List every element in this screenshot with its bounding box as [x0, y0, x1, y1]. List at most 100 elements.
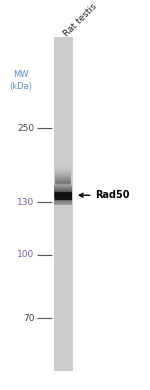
Bar — [54, 197, 73, 201]
Bar — [54, 347, 73, 351]
Bar — [54, 127, 73, 131]
Bar — [54, 330, 73, 334]
Bar — [54, 170, 73, 174]
Bar — [55, 168, 71, 171]
Bar — [55, 165, 71, 168]
Bar — [55, 191, 72, 200]
Bar — [55, 194, 71, 197]
Bar — [55, 179, 71, 182]
Bar — [54, 240, 73, 244]
Bar — [54, 273, 73, 277]
Text: 70: 70 — [23, 314, 34, 323]
Bar — [54, 260, 73, 264]
Bar — [55, 165, 71, 167]
Bar — [54, 191, 72, 192]
Bar — [54, 203, 72, 204]
Bar — [54, 147, 73, 151]
Bar — [54, 234, 73, 238]
Text: 100: 100 — [17, 250, 34, 259]
Text: 130: 130 — [17, 198, 34, 207]
Bar — [54, 201, 72, 202]
Bar — [54, 202, 72, 203]
Bar — [54, 317, 73, 321]
Bar — [54, 193, 72, 194]
Bar — [54, 326, 73, 331]
Bar — [54, 210, 73, 214]
Bar — [54, 204, 72, 205]
Bar — [54, 74, 73, 78]
Bar — [54, 174, 73, 177]
Bar — [54, 188, 72, 189]
Bar — [54, 37, 73, 41]
Bar — [54, 144, 73, 148]
Bar — [54, 190, 73, 194]
Bar — [54, 360, 73, 364]
Bar — [55, 172, 71, 176]
Bar — [55, 167, 71, 169]
Bar — [54, 110, 73, 114]
Bar — [55, 177, 71, 180]
Bar — [54, 154, 73, 158]
Bar — [54, 67, 73, 71]
Bar — [54, 320, 73, 324]
Bar — [54, 300, 73, 304]
Bar — [54, 87, 73, 91]
Bar — [54, 340, 73, 344]
Bar — [54, 293, 73, 297]
Bar — [54, 195, 72, 196]
Bar — [54, 250, 73, 254]
Bar — [54, 197, 72, 198]
Bar — [54, 223, 73, 227]
Bar — [54, 51, 73, 55]
Bar — [54, 367, 73, 370]
Bar — [54, 213, 73, 218]
Bar — [55, 170, 71, 173]
Bar — [54, 100, 73, 105]
Bar — [55, 183, 71, 185]
Bar — [55, 176, 71, 179]
Text: Rat testis: Rat testis — [63, 2, 99, 39]
Bar — [54, 220, 73, 224]
Bar — [54, 77, 73, 81]
Bar — [54, 270, 73, 274]
Bar — [55, 172, 71, 174]
Bar — [54, 195, 72, 197]
Bar — [54, 190, 72, 191]
Bar — [55, 169, 71, 172]
Bar — [54, 356, 73, 361]
Text: 250: 250 — [17, 124, 34, 133]
Bar — [55, 178, 71, 181]
Bar — [55, 181, 71, 184]
Bar — [54, 337, 73, 340]
Bar — [55, 181, 71, 183]
Bar — [54, 303, 73, 307]
Bar — [54, 97, 73, 101]
Bar — [54, 185, 72, 186]
Bar — [54, 197, 72, 199]
Bar — [54, 267, 73, 271]
Bar — [54, 54, 73, 58]
Bar — [54, 230, 73, 234]
Bar — [54, 287, 73, 291]
Bar — [54, 130, 73, 135]
Bar — [54, 190, 72, 191]
Bar — [54, 180, 73, 184]
Bar — [54, 343, 73, 347]
Bar — [54, 188, 72, 189]
Bar — [54, 117, 73, 121]
Bar — [54, 124, 73, 128]
Bar — [54, 191, 72, 193]
Bar — [55, 174, 71, 176]
Bar — [54, 57, 73, 61]
Bar — [54, 71, 73, 74]
Bar — [54, 284, 73, 287]
Bar — [54, 363, 73, 367]
Bar — [54, 196, 72, 197]
Bar — [54, 194, 72, 195]
Text: MW
(kDa): MW (kDa) — [9, 71, 32, 90]
Bar — [54, 187, 72, 188]
Bar — [54, 44, 73, 48]
Bar — [54, 157, 73, 161]
Bar — [55, 163, 71, 167]
Bar — [54, 94, 73, 98]
